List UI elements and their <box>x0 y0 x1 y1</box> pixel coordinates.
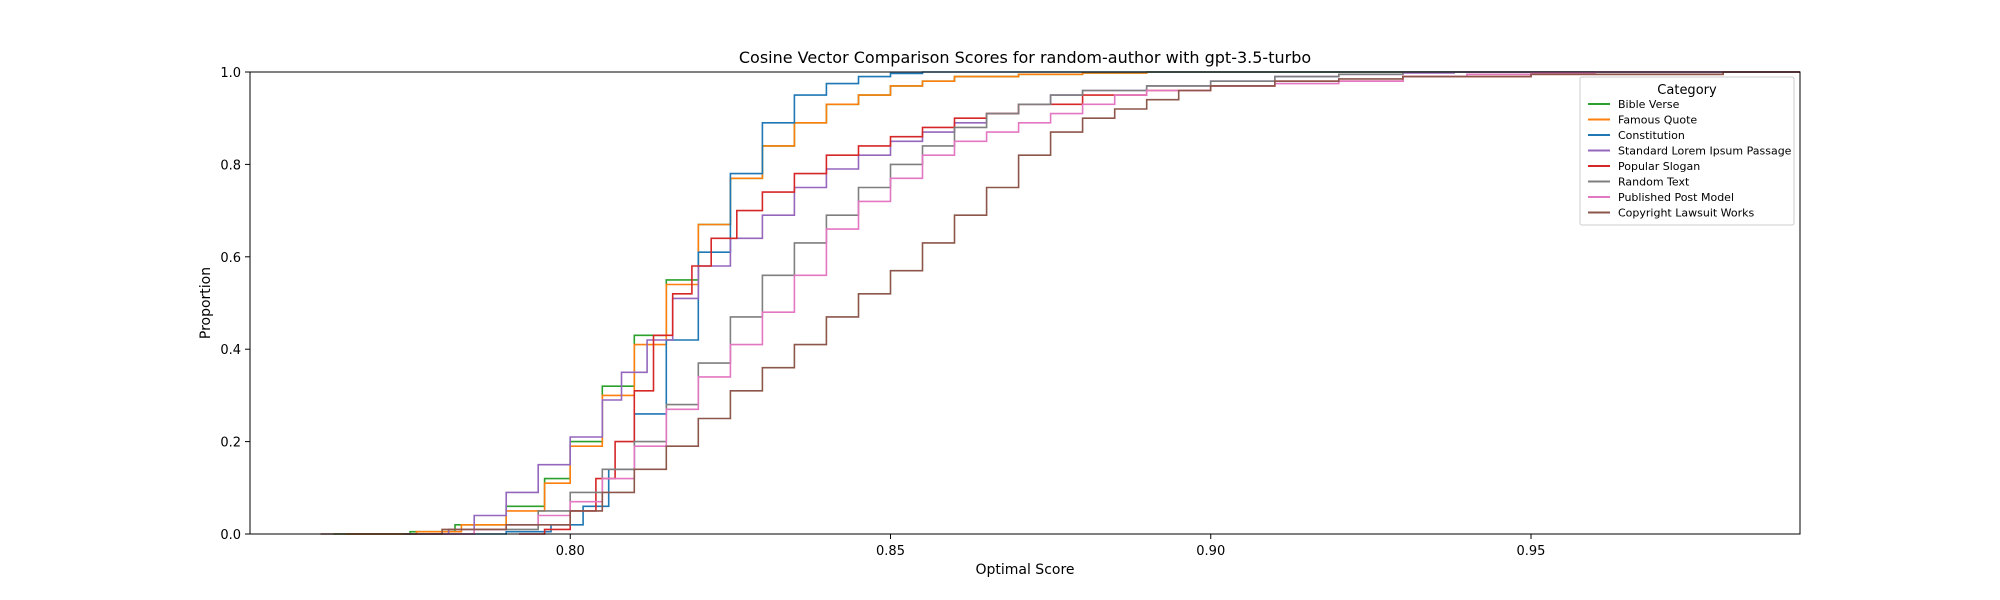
legend: Category Bible Verse Famous Quote Constitu… <box>1579 76 1795 226</box>
legend-title: Category <box>1657 83 1717 98</box>
legend-items: Bible Verse Famous Quote Constitution Stand… <box>1588 98 1792 220</box>
legend-label-2: Constitution <box>1618 129 1685 142</box>
plot-frame <box>249 71 1801 535</box>
x-axis-label: Optimal Score <box>975 562 1074 578</box>
legend-label-3: Standard Lorem Ipsum Passage <box>1618 145 1792 158</box>
y-tick-label-2: 0.4 <box>220 343 241 358</box>
y-tick-label-1: 0.2 <box>220 436 241 451</box>
series-line-7 <box>320 71 1800 535</box>
legend-frame <box>1579 76 1795 226</box>
legend-label-6: Published Post Model <box>1618 191 1734 204</box>
x-tick-label-1: 0.85 <box>876 544 905 559</box>
chart-title: Cosine Vector Comparison Scores for rand… <box>739 48 1311 67</box>
y-tick-label-3: 0.6 <box>220 251 241 266</box>
plot-background <box>250 72 1800 534</box>
legend-label-7: Copyright Lawsuit Works <box>1618 207 1755 220</box>
y-axis: 0.0 0.2 0.4 0.6 0.8 1.0 <box>220 66 250 543</box>
legend-label-4: Popular Slogan <box>1618 160 1700 173</box>
y-tick-label-4: 0.8 <box>220 158 241 173</box>
x-axis: 0.80 0.85 0.90 0.95 <box>556 534 1546 559</box>
legend-label-1: Famous Quote <box>1618 114 1697 127</box>
x-tick-label-0: 0.80 <box>556 544 585 559</box>
y-axis-label: Proportion <box>198 267 214 339</box>
legend-label-5: Random Text <box>1618 176 1690 189</box>
x-tick-label-3: 0.95 <box>1517 544 1546 559</box>
legend-label-0: Bible Verse <box>1618 98 1680 111</box>
x-tick-label-2: 0.90 <box>1196 544 1225 559</box>
series-layer <box>320 71 1800 535</box>
y-tick-label-0: 0.0 <box>220 528 241 543</box>
series-line-5 <box>403 71 1800 535</box>
plot-area <box>249 71 1801 535</box>
series-line-6 <box>429 71 1800 535</box>
y-tick-label-5: 1.0 <box>220 66 241 81</box>
